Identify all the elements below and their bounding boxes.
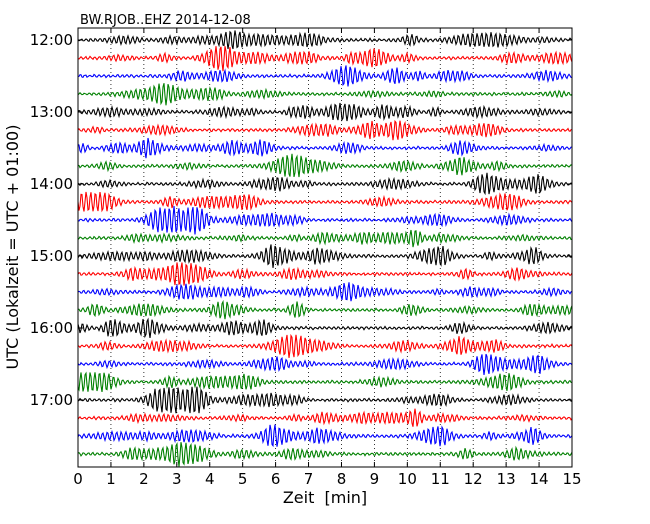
trace-1715: [77, 408, 573, 427]
y-tick-label: 17:00: [30, 391, 73, 409]
x-tick-label: 3: [172, 470, 182, 488]
x-tick-label: 7: [304, 470, 314, 488]
y-tick-label: 13:00: [30, 103, 73, 121]
plot-frame: [77, 27, 573, 468]
trace-1600: [77, 317, 573, 339]
seismogram-traces: [77, 30, 573, 467]
x-tick-label: 6: [271, 470, 281, 488]
x-tick-label: 9: [370, 470, 380, 488]
x-tick-label: 10: [398, 470, 417, 488]
y-tick-label: 12:00: [30, 31, 73, 49]
trace-1545: [77, 299, 573, 320]
trace-1530: [77, 282, 573, 302]
trace-1645: [77, 371, 573, 393]
chart-title: BW.RJOB..EHZ 2014-12-08: [80, 13, 251, 28]
y-tick-label: 14:00: [30, 175, 73, 193]
trace-1745: [77, 441, 573, 467]
x-tick-label: 11: [431, 470, 450, 488]
trace-1245: [77, 83, 573, 106]
y-tick-label: 16:00: [30, 319, 73, 337]
trace-1515: [77, 262, 573, 286]
x-tick-label: 0: [73, 470, 83, 488]
x-tick-label: 2: [139, 470, 149, 488]
x-tick-label: 5: [238, 470, 248, 488]
x-axis-label: Zeit [min]: [283, 488, 367, 507]
trace-1730: [77, 424, 573, 448]
trace-1215: [77, 46, 573, 72]
x-tick-label: 8: [337, 470, 347, 488]
y-tick-label: 15:00: [30, 247, 73, 265]
trace-1415: [77, 191, 573, 213]
x-tick-label: 14: [530, 470, 549, 488]
trace-1700: [77, 386, 573, 414]
trace-1315: [77, 119, 573, 141]
trace-1430: [77, 205, 573, 235]
trace-1445: [77, 229, 573, 248]
x-tick-label: 15: [562, 470, 581, 488]
x-tick-label: 13: [497, 470, 516, 488]
trace-1330: [77, 137, 573, 159]
trace-1615: [77, 333, 573, 358]
x-tick-label: 12: [464, 470, 483, 488]
trace-1200: [77, 30, 573, 50]
x-tick-label: 4: [205, 470, 215, 488]
trace-1345: [77, 153, 573, 178]
trace-1300: [77, 102, 573, 122]
trace-1500: [77, 244, 573, 268]
trace-1400: [77, 172, 573, 196]
trace-1230: [77, 65, 573, 87]
y-axis-label: UTC (Lokalzeit = UTC + 01:00): [3, 125, 22, 370]
axes: 0 1 2 3 4 5 6 7 8 9 10 11 12 13 14 1512:0013:0014:0015:…: [30, 27, 582, 488]
x-tick-label: 1: [106, 470, 116, 488]
trace-1630: [77, 353, 573, 376]
